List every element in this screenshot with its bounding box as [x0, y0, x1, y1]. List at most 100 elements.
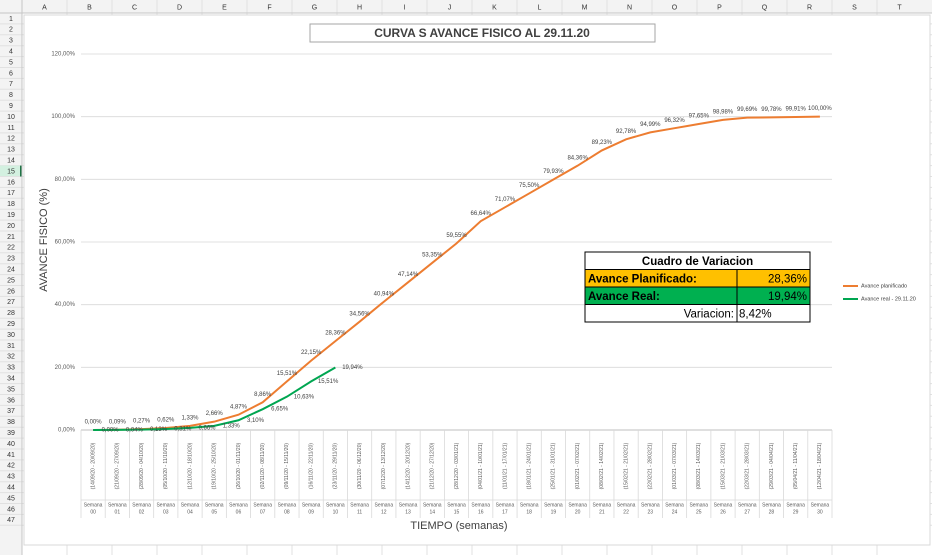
row-header[interactable]: 47 — [7, 517, 15, 524]
column-header[interactable]: S — [852, 4, 857, 11]
column-header[interactable]: T — [897, 4, 902, 11]
column-header[interactable]: I — [404, 4, 406, 11]
row-header[interactable]: 43 — [7, 474, 15, 481]
row-header[interactable]: 36 — [7, 397, 15, 404]
week-word: Semana — [229, 502, 248, 508]
column-header[interactable]: C — [132, 4, 137, 11]
row-header[interactable]: 46 — [7, 506, 15, 513]
data-label: 2,66% — [206, 411, 224, 417]
row-header[interactable]: 29 — [7, 321, 15, 328]
date-range-label: (14/12/20 - 20/12/20) — [405, 442, 411, 489]
row-header[interactable]: 34 — [7, 375, 15, 382]
column-header[interactable]: E — [222, 4, 227, 11]
date-range-label: (01/02/21 - 07/02/21) — [575, 442, 581, 489]
data-label: 0,62% — [157, 418, 175, 424]
row-header[interactable]: 16 — [7, 179, 15, 186]
row-header[interactable]: 45 — [7, 495, 15, 502]
week-word: Semana — [447, 502, 466, 508]
week-word: Semana — [399, 502, 418, 508]
row-header[interactable]: 4 — [9, 48, 13, 55]
row-header[interactable]: 10 — [7, 114, 15, 121]
row-header[interactable]: 11 — [7, 125, 14, 132]
row-header[interactable]: 23 — [7, 256, 15, 263]
row-header[interactable]: 41 — [7, 452, 15, 459]
data-label: 28,36% — [325, 331, 346, 337]
column-header[interactable]: L — [538, 4, 542, 11]
column-header[interactable]: A — [42, 4, 47, 11]
table-label: Avance Planificado: — [588, 273, 697, 285]
date-range-label: (14/09/20 - 20/09/20) — [90, 442, 96, 489]
column-header[interactable]: G — [312, 4, 317, 11]
row-header[interactable]: 17 — [7, 190, 15, 197]
row-header[interactable]: 3 — [9, 38, 13, 45]
column-header[interactable]: O — [672, 4, 678, 11]
row-header[interactable]: 44 — [7, 484, 15, 491]
row-header[interactable]: 28 — [7, 310, 15, 317]
column-header[interactable]: M — [582, 4, 588, 11]
row-header[interactable]: 12 — [7, 136, 15, 143]
row-header[interactable]: 13 — [7, 147, 15, 154]
data-label: 75,50% — [519, 183, 540, 189]
column-header[interactable]: D — [177, 4, 182, 11]
column-header[interactable]: Q — [762, 4, 768, 11]
row-header[interactable]: 14 — [7, 157, 15, 164]
y-tick-label: 100,00% — [51, 114, 75, 120]
row-header[interactable]: 39 — [7, 430, 15, 437]
column-header[interactable]: B — [87, 4, 92, 11]
row-header[interactable]: 20 — [7, 223, 15, 230]
row-header[interactable]: 32 — [7, 354, 15, 361]
row-header[interactable]: 31 — [7, 343, 15, 350]
row-header[interactable]: 22 — [7, 245, 15, 252]
row-header[interactable]: 33 — [7, 365, 15, 372]
row-header[interactable]: 42 — [7, 463, 15, 470]
data-label: 96,32% — [664, 118, 685, 124]
row-header[interactable]: 7 — [9, 81, 13, 88]
y-tick-label: 20,00% — [55, 365, 76, 371]
row-header[interactable]: 25 — [7, 277, 15, 284]
x-tick-label: 30 — [817, 509, 823, 515]
table-value: 8,42% — [739, 308, 772, 320]
column-header[interactable]: F — [267, 4, 271, 11]
row-header[interactable]: 40 — [7, 441, 15, 448]
row-header[interactable]: 21 — [7, 234, 15, 241]
x-tick-label: 17 — [502, 509, 508, 515]
column-header[interactable]: K — [492, 4, 497, 11]
row-header[interactable]: 26 — [7, 288, 15, 295]
date-range-label: (19/10/20 - 25/10/20) — [212, 442, 218, 489]
row-header[interactable]: 38 — [7, 419, 15, 426]
row-header[interactable]: 5 — [9, 59, 13, 66]
date-range-label: (28/09/20 - 04/10/20) — [139, 442, 145, 489]
week-word: Semana — [132, 502, 151, 508]
row-header[interactable]: 8 — [9, 92, 13, 99]
date-range-label: (12/04/21 - 18/04/21) — [817, 442, 823, 489]
row-header[interactable]: 18 — [7, 201, 15, 208]
column-header[interactable]: H — [357, 4, 362, 11]
week-word: Semana — [593, 502, 612, 508]
column-header[interactable]: P — [717, 4, 722, 11]
row-header[interactable]: 35 — [7, 386, 15, 393]
row-header[interactable]: 19 — [7, 212, 15, 219]
date-range-label: (21/09/20 - 27/09/20) — [115, 442, 121, 489]
column-header[interactable]: R — [807, 4, 812, 11]
column-header[interactable]: J — [448, 4, 452, 11]
series-line — [93, 366, 336, 431]
x-tick-label: 23 — [648, 509, 654, 515]
row-header[interactable]: 6 — [9, 70, 13, 77]
row-header[interactable]: 15 — [7, 168, 15, 175]
date-range-label: (08/02/21 - 14/02/21) — [599, 442, 605, 489]
data-label: 100,00% — [808, 106, 832, 112]
legend-label: Avance planificado — [861, 283, 907, 289]
row-header[interactable]: 37 — [7, 408, 15, 415]
row-header[interactable]: 30 — [7, 332, 15, 339]
date-range-label: (01/03/21 - 07/03/21) — [672, 442, 678, 489]
week-word: Semana — [326, 502, 345, 508]
row-header[interactable]: 2 — [9, 27, 13, 34]
table-value-cell — [736, 304, 811, 323]
y-tick-label: 0,00% — [58, 428, 76, 434]
row-header[interactable]: 27 — [7, 299, 15, 306]
row-header[interactable]: 1 — [9, 16, 13, 23]
column-header[interactable]: N — [627, 4, 632, 11]
table-value: 19,94% — [768, 291, 807, 303]
row-header[interactable]: 24 — [7, 266, 15, 273]
row-header[interactable]: 9 — [9, 103, 13, 110]
